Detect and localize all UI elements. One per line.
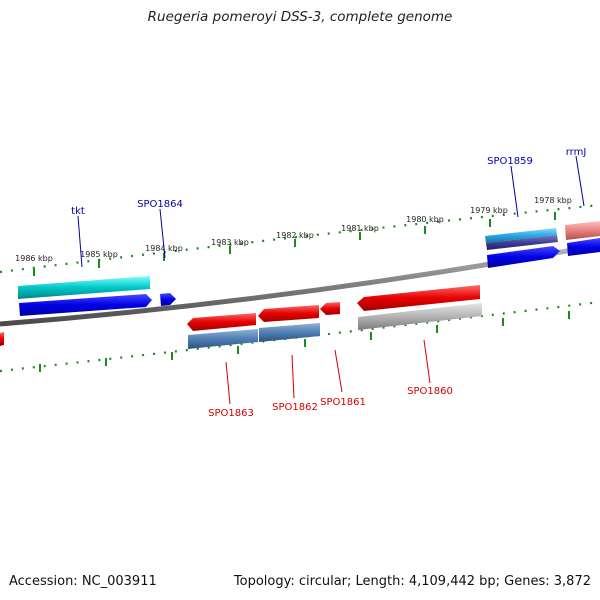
gene-label-SPO1860: SPO1860 — [407, 386, 453, 397]
gene-feature-SPO1863[interactable] — [188, 329, 258, 349]
cds-feature-SPO1864[interactable] — [160, 293, 176, 306]
forward-gene-labels: tkt SPO1864 SPO1859 rrmJ — [71, 147, 586, 217]
cds-feature-left-partial[interactable] — [0, 332, 4, 346]
cds-feature-SPO1860[interactable] — [357, 285, 480, 311]
tick-label: 1980 kbp — [406, 215, 444, 224]
tick-label: 1978 kbp — [534, 196, 572, 205]
gene-label-rrmJ: rrmJ — [566, 147, 587, 158]
gene-label-SPO1859: SPO1859 — [487, 156, 533, 167]
map-title: Ruegeria pomeroyi DSS-3, complete genome — [147, 9, 453, 25]
genome-stats-text: Topology: circular; Length: 4,109,442 bp… — [233, 574, 591, 589]
cds-feature-tkt[interactable] — [19, 294, 152, 316]
cds-feature-SPO1861[interactable] — [320, 302, 340, 315]
tick-label: 1979 kbp — [470, 206, 508, 215]
outer-major-ticks — [33, 212, 556, 276]
reverse-gene-labels: SPO1863 SPO1862 SPO1861 SPO1860 — [208, 386, 453, 419]
tick-label: 1985 kbp — [80, 250, 118, 259]
tick-labels: 1986 kbp 1985 kbp 1984 kbp 1983 kbp 1982… — [15, 196, 572, 263]
reverse-label-leaders — [225, 339, 431, 405]
inner-major-ticks — [39, 311, 570, 372]
gene-label-tkt: tkt — [71, 206, 85, 217]
forward-label-leaders — [77, 155, 585, 268]
gene-feature-tkt[interactable] — [18, 276, 150, 299]
gene-feature-SPO1860[interactable] — [358, 303, 482, 330]
gene-label-SPO1863: SPO1863 — [208, 408, 254, 419]
gene-feature-SPO1859[interactable] — [485, 228, 557, 243]
gene-label-SPO1864: SPO1864 — [137, 199, 183, 210]
tick-label: 1981 kbp — [341, 224, 379, 233]
tick-label: 1983 kbp — [211, 238, 249, 247]
accession-text: Accession: NC_003911 — [9, 574, 157, 589]
gene-label-SPO1861: SPO1861 — [320, 397, 366, 408]
cds-feature-rrmJ[interactable] — [567, 238, 600, 256]
gene-feature-SPO1859-b[interactable] — [486, 235, 558, 250]
gene-label-SPO1862: SPO1862 — [272, 402, 318, 413]
cds-feature-SPO1863[interactable] — [187, 313, 256, 331]
cds-feature-SPO1859[interactable] — [487, 246, 560, 268]
gene-feature-SPO1862[interactable] — [259, 323, 320, 342]
cds-feature-SPO1862[interactable] — [258, 305, 319, 322]
tick-label: 1982 kbp — [276, 231, 314, 240]
gene-feature-rrmJ[interactable] — [565, 221, 600, 240]
tick-label: 1986 kbp — [15, 254, 53, 263]
